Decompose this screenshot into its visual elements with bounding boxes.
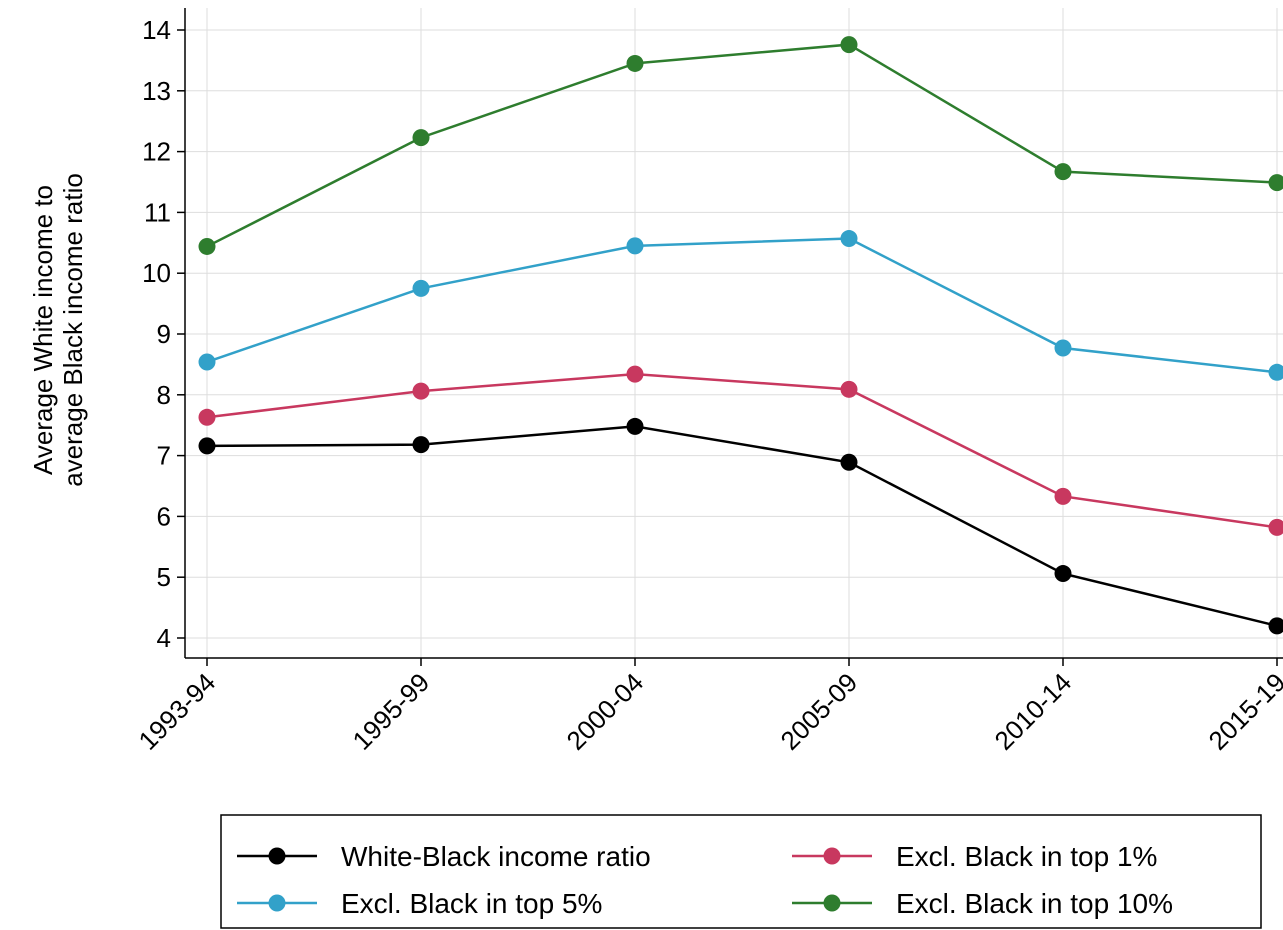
legend-box — [220, 814, 1262, 929]
grid-lines — [185, 8, 1283, 658]
data-point — [626, 365, 644, 383]
x-tick-label: 2015-19 — [1203, 667, 1283, 756]
y-tick-label: 5 — [157, 562, 171, 592]
series-2 — [198, 365, 1283, 536]
y-tick-label: 7 — [157, 441, 171, 471]
data-point — [1268, 518, 1283, 536]
data-point — [1268, 174, 1283, 192]
y-tick-label: 10 — [142, 258, 171, 288]
y-tick-label: 4 — [157, 623, 171, 653]
legend-label: Excl. Black in top 5% — [341, 888, 602, 919]
data-point — [626, 417, 644, 435]
data-point — [840, 230, 858, 248]
x-tick-label: 1993-94 — [133, 667, 222, 756]
y-tick-label: 6 — [157, 501, 171, 531]
series-line — [206, 237, 1278, 374]
y-axis-title: Average White income to average Black in… — [28, 173, 88, 487]
x-tick-label: 1995-99 — [347, 667, 436, 756]
data-point — [840, 453, 858, 471]
data-point — [412, 129, 430, 147]
legend-label: White-Black income ratio — [341, 841, 651, 872]
legend-label: Excl. Black in top 10% — [896, 888, 1173, 919]
legend-swatch-marker — [268, 847, 286, 865]
y-tick-label: 14 — [142, 15, 171, 45]
data-point — [840, 380, 858, 398]
data-point — [198, 437, 216, 455]
x-tick-label: 2000-04 — [561, 667, 650, 756]
data-point — [412, 279, 430, 297]
legend-swatch-marker — [268, 894, 286, 912]
y-axis-title-line-1: Average White income to — [28, 185, 58, 475]
legend-swatch-marker — [823, 894, 841, 912]
y-tick-label: 9 — [157, 319, 171, 349]
data-point — [626, 237, 644, 255]
legend-label: Excl. Black in top 1% — [896, 841, 1157, 872]
legend-item: Excl. Black in top 10% — [792, 888, 1173, 919]
legend: White-Black income ratio Excl. Black in t… — [220, 814, 1262, 929]
data-point — [412, 382, 430, 400]
series-line — [206, 372, 1278, 529]
data-point — [1054, 565, 1072, 583]
data-point — [198, 237, 216, 255]
legend-swatch-marker — [823, 847, 841, 865]
series-line — [206, 425, 1278, 628]
data-point — [626, 54, 644, 72]
data-point — [1268, 363, 1283, 381]
series-4 — [198, 36, 1283, 255]
data-point — [198, 408, 216, 426]
series-lines — [198, 36, 1283, 635]
y-tick-label: 8 — [157, 380, 171, 410]
data-point — [1054, 487, 1072, 505]
data-point — [1268, 617, 1283, 635]
data-point — [412, 436, 430, 454]
data-point — [840, 36, 858, 54]
series-line — [206, 43, 1278, 248]
data-point — [198, 353, 216, 371]
y-axis-title-line-2: average Black income ratio — [58, 173, 88, 487]
legend-item: Excl. Black in top 5% — [237, 888, 602, 919]
y-tick-label: 11 — [144, 197, 171, 227]
series-3 — [198, 230, 1283, 381]
data-point — [1054, 163, 1072, 181]
x-tick-label: 2010-14 — [989, 667, 1078, 756]
x-tick-label: 2005-09 — [775, 667, 864, 756]
y-tick-label: 13 — [142, 76, 171, 106]
legend-item: White-Black income ratio — [237, 841, 651, 872]
legend-item: Excl. Black in top 1% — [792, 841, 1157, 872]
y-tick-label: 12 — [142, 137, 171, 167]
series-1 — [198, 417, 1283, 635]
axes: 4 5 6 7 8 9 10 11 12 13 14 1993-94 1995-99 2000-04 200… — [133, 8, 1283, 756]
data-point — [1054, 339, 1072, 357]
